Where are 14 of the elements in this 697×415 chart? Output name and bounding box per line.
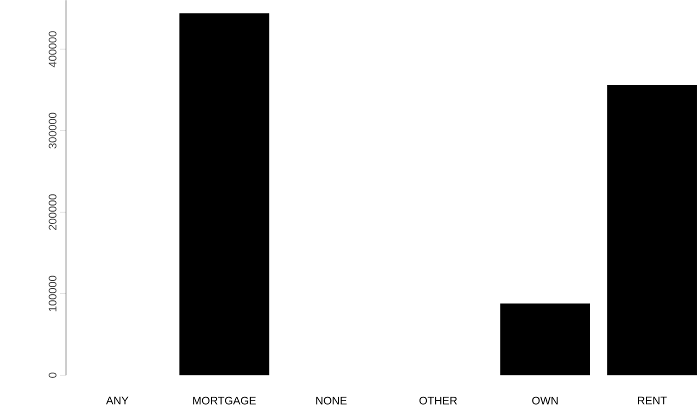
y-tick-label: 400000 <box>48 31 56 68</box>
y-tick-label: 300000 <box>48 112 56 148</box>
x-tick-label: ANY <box>106 396 128 404</box>
y-tick-label: 100000 <box>48 276 56 312</box>
x-tick-label: OWN <box>532 396 558 404</box>
bar <box>607 84 697 376</box>
x-tick-label: MORTGAGE <box>193 396 256 404</box>
x-tick-label: RENT <box>638 396 667 404</box>
y-tick-label: 0 <box>48 372 56 378</box>
y-tick-label: 200000 <box>48 194 56 230</box>
bar <box>500 303 590 376</box>
x-tick-label: NONE <box>316 396 347 404</box>
bar <box>179 13 270 376</box>
x-tick-label: OTHER <box>419 396 457 404</box>
